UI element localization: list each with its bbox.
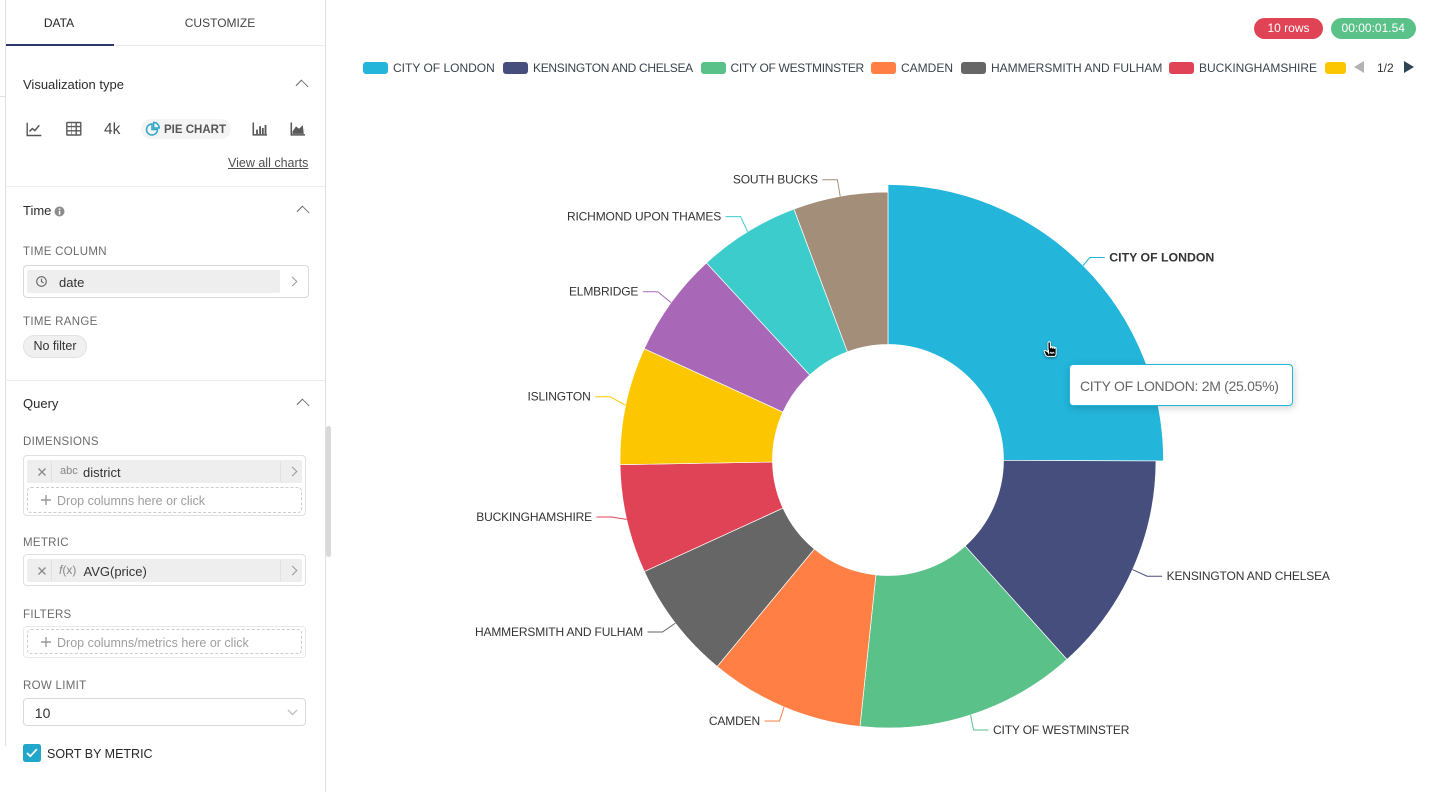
svg-text:CAMDEN: CAMDEN (709, 714, 760, 728)
svg-text:CITY OF LONDON: CITY OF LONDON (1109, 251, 1214, 265)
svg-text:ISLINGTON: ISLINGTON (527, 390, 590, 404)
svg-text:RICHMOND UPON THAMES: RICHMOND UPON THAMES (567, 210, 721, 224)
svg-text:HAMMERSMITH AND FULHAM: HAMMERSMITH AND FULHAM (475, 625, 643, 639)
svg-text:BUCKINGHAMSHIRE: BUCKINGHAMSHIRE (476, 510, 592, 524)
svg-text:KENSINGTON AND CHELSEA: KENSINGTON AND CHELSEA (1167, 569, 1330, 583)
svg-text:4k: 4k (104, 121, 121, 138)
svg-text:CITY OF WESTMINSTER: CITY OF WESTMINSTER (993, 723, 1130, 737)
svg-text:SOUTH BUCKS: SOUTH BUCKS (733, 173, 818, 187)
svg-text:ELMBRIDGE: ELMBRIDGE (569, 285, 638, 299)
